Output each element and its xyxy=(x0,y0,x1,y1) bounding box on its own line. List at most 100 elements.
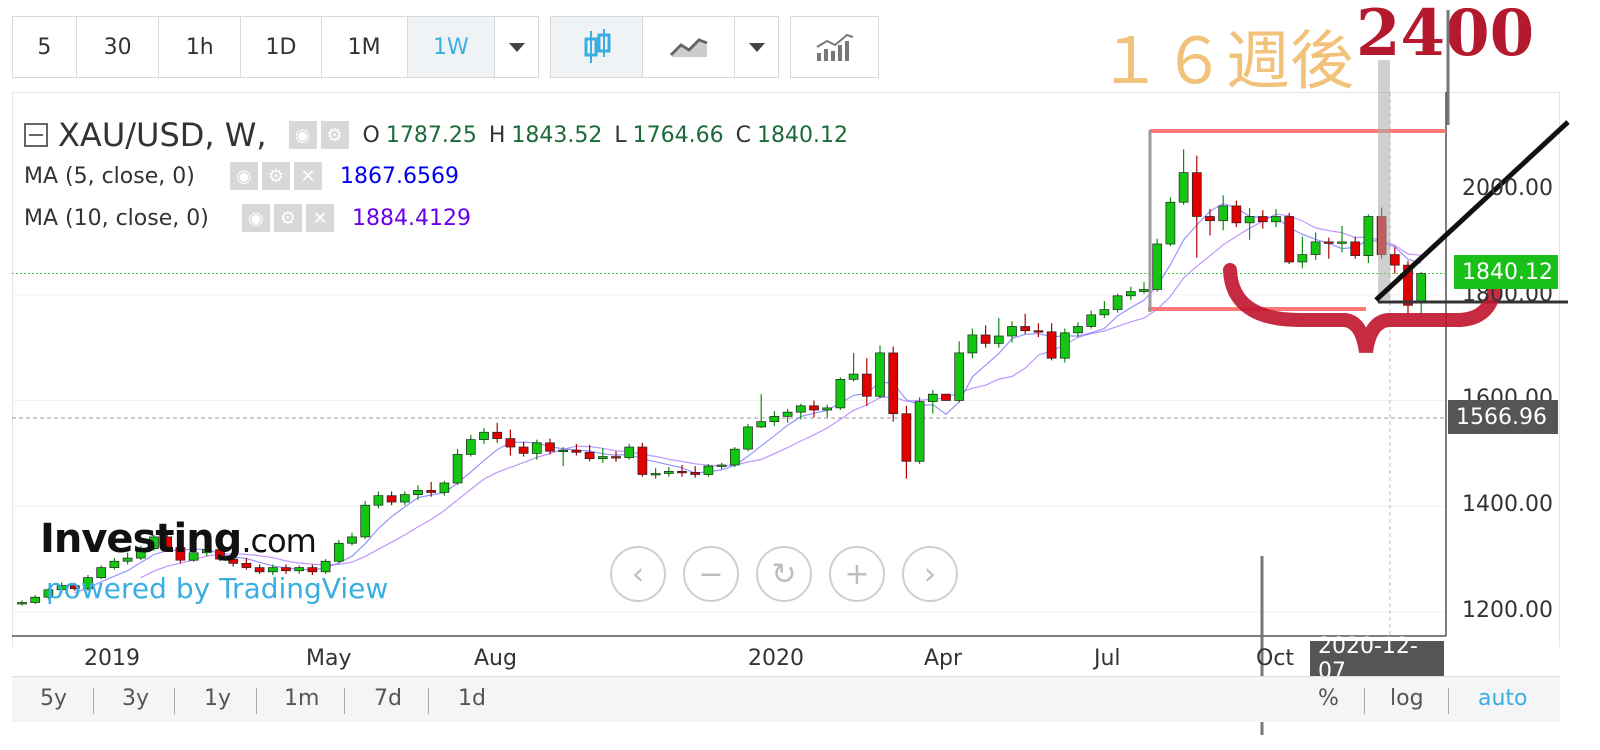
reset-button[interactable]: ↻ xyxy=(756,546,812,602)
eye-icon[interactable]: ◉ xyxy=(230,162,258,190)
close-label: C xyxy=(735,122,752,148)
brand-suffix: .com xyxy=(241,522,317,560)
candle xyxy=(743,426,753,450)
candles-button[interactable] xyxy=(551,17,643,77)
interval-dropdown[interactable] xyxy=(495,17,538,77)
crosshair-date-tag: 2020-12-07 xyxy=(1310,634,1444,684)
candle xyxy=(1165,201,1176,245)
range-1d[interactable]: 1d xyxy=(458,686,486,711)
candle xyxy=(347,536,357,544)
candle xyxy=(1389,254,1400,266)
candle xyxy=(1271,216,1281,223)
collapse-icon[interactable] xyxy=(24,123,48,147)
powered-by-text: powered by TradingView xyxy=(46,572,389,605)
close-icon[interactable]: ✕ xyxy=(306,204,334,232)
range-3y[interactable]: 3y xyxy=(122,686,150,711)
x-tick-label: 2019 xyxy=(84,646,140,671)
open-label: O xyxy=(362,122,380,148)
line-chart-icon xyxy=(669,38,708,57)
candle xyxy=(545,442,555,452)
interval-1m[interactable]: 1M xyxy=(322,17,408,77)
candle xyxy=(1363,216,1374,256)
candle xyxy=(848,373,859,380)
interval-1h[interactable]: 1h xyxy=(159,17,242,77)
range-7d[interactable]: 7d xyxy=(374,686,402,711)
log-toggle[interactable]: log xyxy=(1390,686,1424,711)
range-1y[interactable]: 1y xyxy=(204,686,232,711)
gear-icon[interactable]: ⚙ xyxy=(274,204,302,232)
legend-ma5: MA (5, close, 0) ◉ ⚙ ✕ 1867.6569 xyxy=(24,162,459,190)
candle xyxy=(465,439,476,455)
candle xyxy=(56,585,67,591)
ma10-value: 1884.4129 xyxy=(352,205,471,231)
candle xyxy=(201,549,212,554)
close-icon[interactable]: ✕ xyxy=(294,162,322,190)
candle xyxy=(1139,289,1149,292)
x-tick-label: Oct xyxy=(1256,646,1295,671)
scroll-left-button[interactable]: ‹ xyxy=(610,546,666,602)
candle xyxy=(967,334,978,354)
scroll-right-button[interactable]: › xyxy=(902,546,958,602)
eye-icon[interactable]: ◉ xyxy=(242,204,270,232)
candle xyxy=(927,393,938,402)
range-5y[interactable]: 5y xyxy=(40,686,68,711)
candle xyxy=(267,567,278,573)
candle xyxy=(650,473,661,476)
high-value: 1843.52 xyxy=(511,122,603,148)
interval-30[interactable]: 30 xyxy=(77,17,160,77)
ma5-label: MA (5, close, 0) xyxy=(24,163,195,189)
candle xyxy=(1046,331,1057,359)
candle xyxy=(1337,241,1347,244)
candle xyxy=(769,416,780,422)
candle xyxy=(241,563,252,568)
candle xyxy=(1020,326,1031,332)
zoom-out-button[interactable]: − xyxy=(683,546,739,602)
range-divider xyxy=(174,688,175,714)
candle xyxy=(782,411,793,417)
zoom-in-button[interactable]: + xyxy=(829,546,885,602)
candle xyxy=(1178,172,1189,203)
candle xyxy=(228,558,239,564)
vertical-marker xyxy=(1378,60,1390,300)
x-tick-label: 2020 xyxy=(748,646,804,671)
chart-type-dropdown[interactable] xyxy=(735,17,778,77)
range-divider xyxy=(1364,688,1365,714)
candle xyxy=(941,393,951,401)
low-label: L xyxy=(614,122,627,148)
candle xyxy=(188,552,199,561)
chevron-right-icon: › xyxy=(924,556,936,592)
gear-icon[interactable]: ⚙ xyxy=(320,121,349,149)
range-1m[interactable]: 1m xyxy=(284,686,320,711)
line-chart-button[interactable] xyxy=(643,17,735,77)
candle xyxy=(135,548,146,559)
eye-icon[interactable]: ◉ xyxy=(288,121,317,149)
interval-1w[interactable]: 1W xyxy=(407,17,496,77)
auto-toggle[interactable]: auto xyxy=(1478,686,1528,711)
interval-1d[interactable]: 1D xyxy=(241,17,322,77)
candle xyxy=(822,407,833,411)
candle xyxy=(637,446,648,475)
minus-icon: − xyxy=(698,556,724,592)
candle xyxy=(1257,216,1268,223)
candle xyxy=(149,536,159,549)
candle xyxy=(333,542,344,562)
interval-5[interactable]: 5 xyxy=(13,17,77,77)
percent-toggle[interactable]: % xyxy=(1318,686,1339,711)
projection-line xyxy=(1374,120,1570,302)
gear-icon[interactable]: ⚙ xyxy=(262,162,290,190)
range-divider xyxy=(93,688,94,714)
candle xyxy=(360,504,371,538)
x-tick-label: May xyxy=(306,646,352,671)
candle xyxy=(492,431,503,439)
indicators-toolbar xyxy=(790,16,879,78)
candle xyxy=(1152,243,1163,290)
candle xyxy=(1125,291,1136,297)
indicators-button[interactable] xyxy=(791,17,878,77)
candle xyxy=(30,596,41,603)
candle xyxy=(1231,205,1242,224)
candle xyxy=(1403,264,1413,306)
legend-ohlc: XAU/USD, W, ◉ ⚙ O 1787.25 H 1843.52 L 1764.… xyxy=(24,116,860,154)
close-value: 1840.12 xyxy=(757,122,848,148)
candle xyxy=(611,456,621,459)
